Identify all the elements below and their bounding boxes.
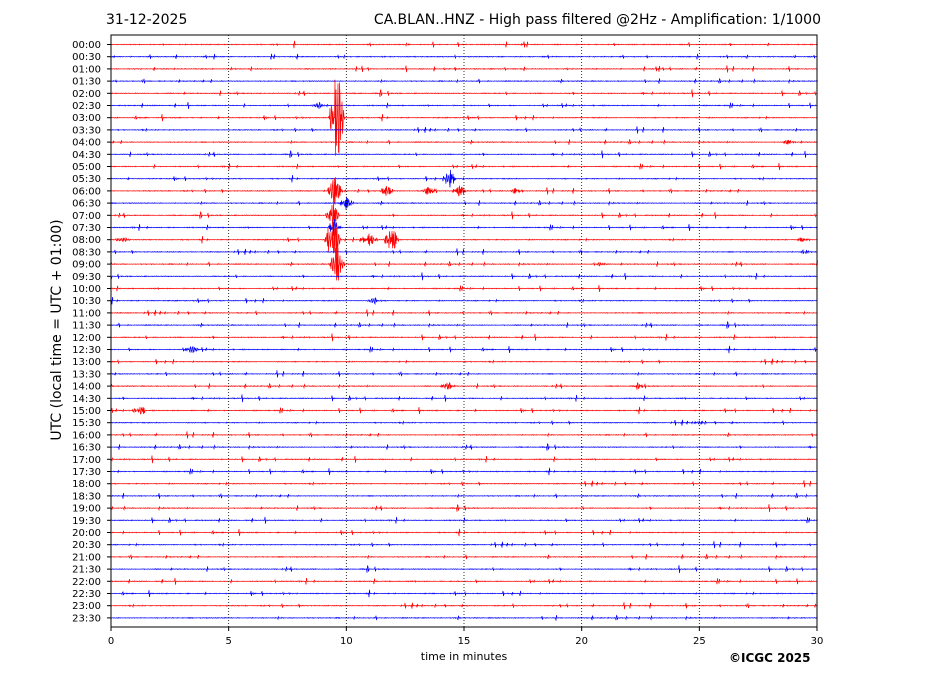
y-axis-label: UTC (local time = UTC + 01:00) (49, 219, 65, 441)
trace-row (110, 333, 818, 342)
row-time-label: 23:00 (72, 601, 101, 612)
trace-row (110, 150, 818, 159)
trace-row (110, 345, 818, 354)
row-time-label: 18:00 (72, 479, 101, 490)
row-time-label: 02:30 (72, 101, 101, 112)
trace-row (110, 309, 818, 317)
row-time-label: 19:00 (72, 504, 101, 515)
row-time-label: 17:00 (72, 455, 101, 466)
row-time-label: 07:30 (72, 223, 101, 234)
trace-row (110, 89, 818, 98)
row-time-label: 01:30 (72, 77, 101, 88)
trace-row (110, 77, 818, 85)
row-time-label: 14:30 (72, 394, 101, 405)
row-time-label: 15:30 (72, 418, 101, 429)
row-time-label: 11:00 (72, 308, 101, 319)
row-time-label: 10:00 (72, 284, 101, 295)
x-tick-label: 30 (811, 636, 824, 647)
row-time-label: 12:30 (72, 345, 101, 356)
x-tick-label: 25 (693, 636, 706, 647)
x-tick-label: 20 (575, 636, 588, 647)
row-time-label: 22:00 (72, 577, 101, 588)
x-tick-label: 10 (340, 636, 353, 647)
trace-row (110, 177, 818, 205)
trace-row (110, 467, 818, 476)
row-time-label: 03:30 (72, 125, 101, 136)
copyright-label: ©ICGC 2025 (729, 651, 811, 665)
row-time-label: 08:30 (72, 247, 101, 258)
row-time-label: 04:30 (72, 150, 101, 161)
row-time-label: 02:00 (72, 89, 101, 100)
trace-row (110, 284, 818, 293)
date-label: 31-12-2025 (106, 12, 188, 28)
row-time-label: 22:30 (72, 589, 101, 600)
trace-row (110, 162, 818, 171)
row-time-label: 17:30 (72, 467, 101, 478)
row-time-label: 08:00 (72, 235, 101, 246)
row-time-label: 16:00 (72, 430, 101, 441)
row-time-label: 01:00 (72, 64, 101, 75)
row-time-label: 05:00 (72, 162, 101, 173)
trace-row (110, 504, 818, 513)
x-tick-label: 5 (225, 636, 231, 647)
trace-row (110, 492, 818, 499)
trace-row (110, 272, 818, 281)
row-time-label: 00:00 (72, 40, 101, 51)
trace-row (110, 247, 818, 281)
row-time-label: 10:30 (72, 296, 101, 307)
row-time-label: 20:30 (72, 540, 101, 551)
trace-row (110, 443, 818, 451)
trace-row (110, 138, 818, 146)
trace-row (110, 102, 818, 109)
row-time-label: 06:00 (72, 186, 101, 197)
vertical-gridlines (228, 35, 700, 627)
row-time-label: 00:30 (72, 52, 101, 63)
row-time-label: 14:00 (72, 382, 101, 393)
row-time-label: 15:00 (72, 406, 101, 417)
x-axis-ticks: 0 5 10 15 20 25 30 (108, 627, 824, 647)
row-time-label: 09:30 (72, 272, 101, 283)
row-time-label: 04:00 (72, 138, 101, 149)
row-time-label: 16:30 (72, 443, 101, 454)
row-time-label: 19:30 (72, 516, 101, 527)
row-time-label: 03:00 (72, 113, 101, 124)
plot-frame (110, 34, 818, 628)
row-time-label: 09:00 (72, 260, 101, 271)
row-time-label: 18:30 (72, 491, 101, 502)
chart-title: CA.BLAN..HNZ - High pass filtered @2Hz -… (373, 12, 821, 28)
row-time-label: 11:30 (72, 321, 101, 332)
row-time-label: 23:30 (72, 613, 101, 624)
trace-row (110, 516, 818, 524)
row-time-label: 13:30 (72, 369, 101, 380)
trace-row (110, 480, 818, 488)
trace-row (110, 455, 818, 464)
row-time-label: 07:00 (72, 211, 101, 222)
x-axis-label: time in minutes (420, 650, 508, 663)
row-time-label: 21:00 (72, 552, 101, 563)
trace-row (110, 169, 818, 188)
row-time-label: 06:30 (72, 199, 101, 210)
row-time-label: 21:30 (72, 565, 101, 576)
trace-row (110, 79, 818, 156)
trace-row (110, 126, 818, 134)
x-tick-label: 15 (458, 636, 471, 647)
trace-row (110, 528, 818, 537)
trace-row (110, 321, 818, 329)
row-time-label: 05:30 (72, 174, 101, 185)
row-time-label: 13:00 (72, 357, 101, 368)
row-time-label: 20:00 (72, 528, 101, 539)
x-tick-label: 0 (108, 636, 114, 647)
row-time-label: 12:00 (72, 333, 101, 344)
trace-row (110, 296, 818, 305)
